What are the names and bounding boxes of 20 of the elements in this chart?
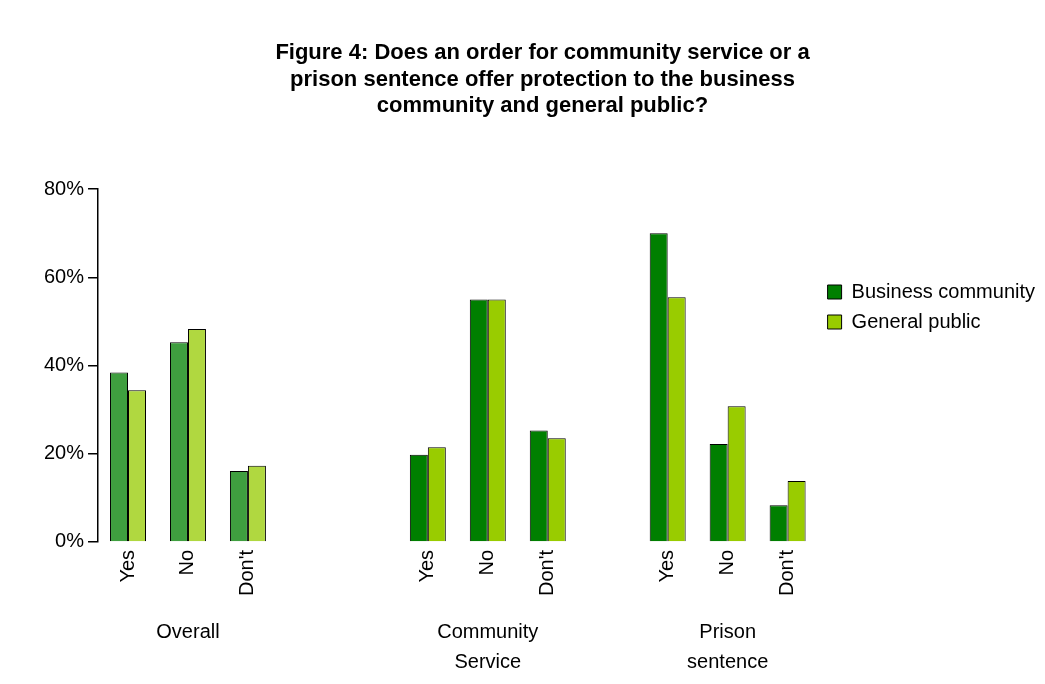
y-tick-label: 0% [55,529,85,552]
chart-title: Figure 4: Does an order for community service or a prison sentence offer protection to the business community and general public? [275,39,811,118]
y-tick-label: 60% [44,264,85,287]
text: Community Service [437,619,539,672]
x-tick-label: Yes [415,549,438,583]
x-tick-label: Don't [235,549,258,597]
y-tick-label: 20% [44,441,85,464]
x-tick-label: Don't [775,549,798,597]
text: Prison sentence [687,619,769,672]
x-tick-label: No [475,549,498,576]
legend-label: General public [851,309,981,332]
y-tick-label: 80% [44,176,85,199]
legend-label: Business community [851,279,1036,302]
x-tick-label: No [715,549,738,576]
x-tick-label: Yes [655,549,678,583]
x-tick-label: No [175,549,198,576]
text: Overall [156,619,220,642]
x-tick-label: Don't [535,549,558,597]
x-tick-label: Yes [115,549,138,583]
y-tick-label: 40% [44,353,85,376]
